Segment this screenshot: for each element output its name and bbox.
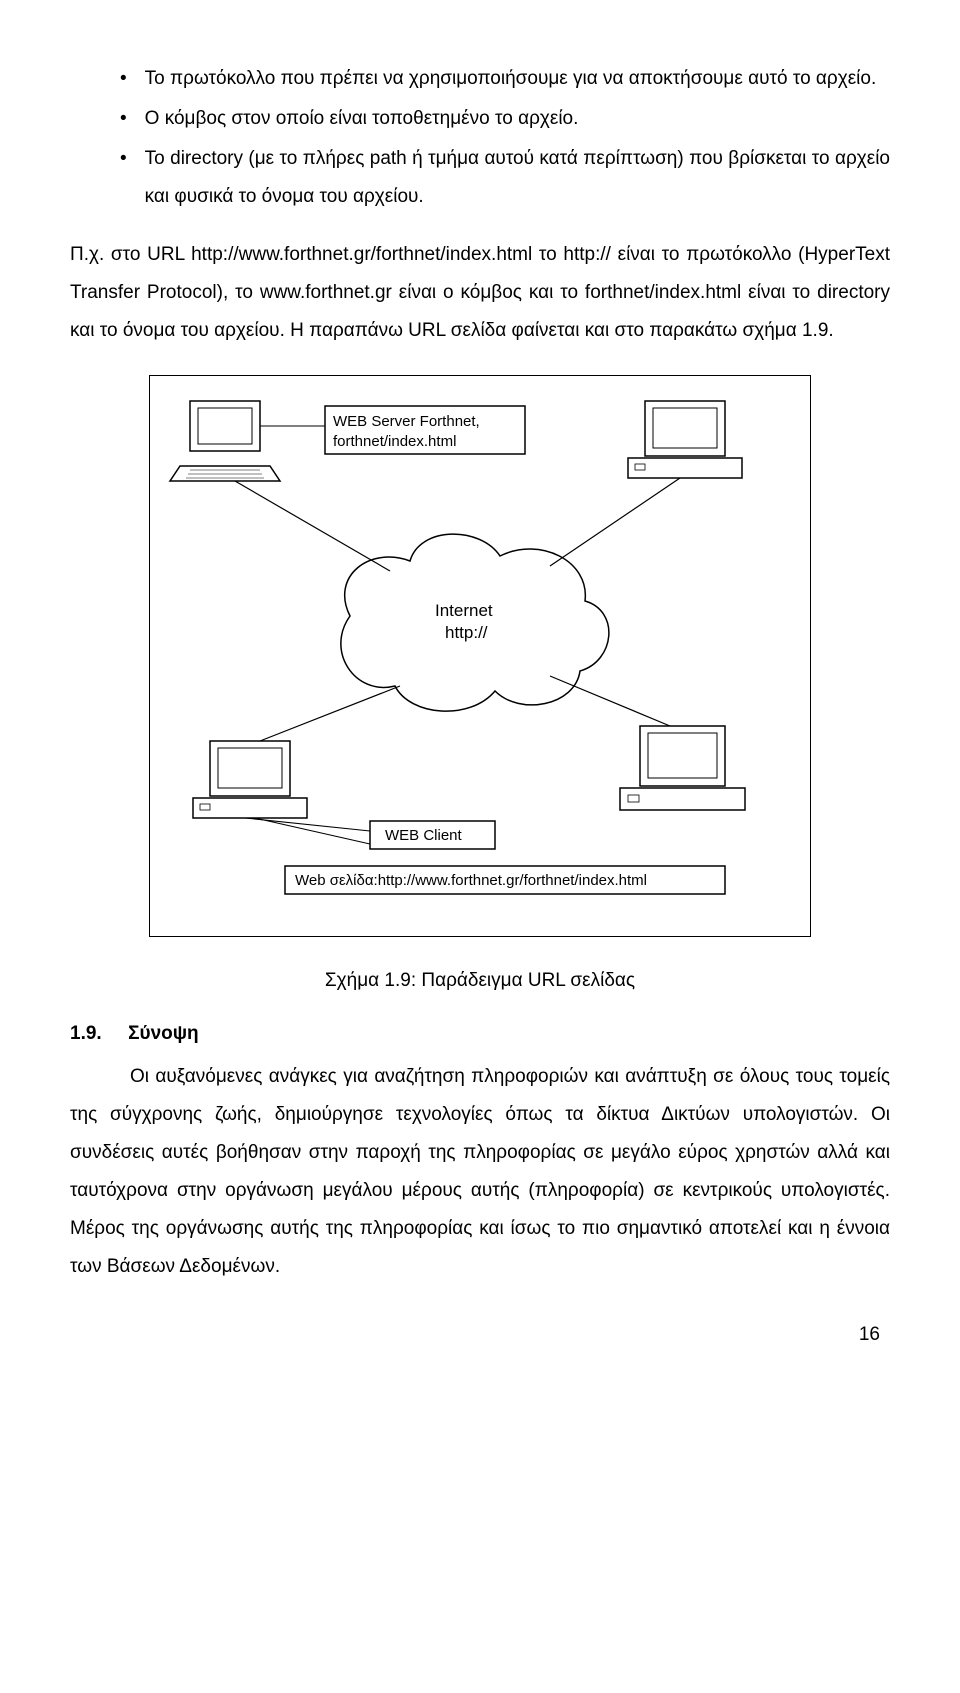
computer-bottom-left-icon xyxy=(193,741,307,818)
paragraph-example: Π.χ. στο URL http://www.forthnet.gr/fort… xyxy=(70,236,890,350)
link-bottom-left xyxy=(260,686,400,741)
bullet-marker: • xyxy=(120,140,127,216)
url-label: Web σελίδα:http://www.forthnet.gr/forthn… xyxy=(295,872,647,889)
computer-top-right-icon xyxy=(628,401,742,478)
computer-top-left-icon xyxy=(170,401,280,481)
bullet-text-1: Το πρωτόκολλο που πρέπει να χρησιμοποιήσ… xyxy=(145,60,890,98)
section-body: Οι αυξανόμενες ανάγκες για αναζήτηση πλη… xyxy=(70,1058,890,1286)
bullet-list: • Το πρωτόκολλο που πρέπει να χρησιμοποι… xyxy=(70,60,890,216)
bullet-item-2: • Ο κόμβος στον οποίο είναι τοποθετημένο… xyxy=(120,100,890,138)
section-heading: 1.9. Σύνοψη xyxy=(70,1015,890,1053)
bullet-marker: • xyxy=(120,100,127,138)
section-number: 1.9. xyxy=(70,1023,102,1044)
bullet-text-2: Ο κόμβος στον οποίο είναι τοποθετημένο τ… xyxy=(145,100,890,138)
bullet-item-1: • Το πρωτόκολλο που πρέπει να χρησιμοποι… xyxy=(120,60,890,98)
network-diagram: WEB Server Forthnet, forthnet/index.html… xyxy=(149,375,811,937)
cloud-label-1: Internet xyxy=(435,601,493,620)
server-label-line2: forthnet/index.html xyxy=(333,433,456,450)
connector-client-2 xyxy=(255,818,370,844)
bullet-marker: • xyxy=(120,60,127,98)
web-client-label: WEB Client xyxy=(385,827,463,844)
server-label-line1: WEB Server Forthnet, xyxy=(333,413,480,430)
link-top-right xyxy=(550,478,680,566)
section-title: Σύνοψη xyxy=(128,1023,199,1044)
link-bottom-right xyxy=(550,676,670,726)
link-top-left xyxy=(235,481,390,571)
page-number: 16 xyxy=(70,1316,890,1354)
diagram-svg: WEB Server Forthnet, forthnet/index.html… xyxy=(150,376,810,936)
cloud-label-2: http:// xyxy=(445,623,488,642)
figure-caption: Σχήμα 1.9: Παράδειγμα URL σελίδας xyxy=(70,962,890,1000)
computer-bottom-right-icon xyxy=(620,726,745,810)
bullet-text-3: Το directory (με το πλήρες path ή τμήμα … xyxy=(145,140,890,216)
bullet-item-3: • Το directory (με το πλήρες path ή τμήμ… xyxy=(120,140,890,216)
